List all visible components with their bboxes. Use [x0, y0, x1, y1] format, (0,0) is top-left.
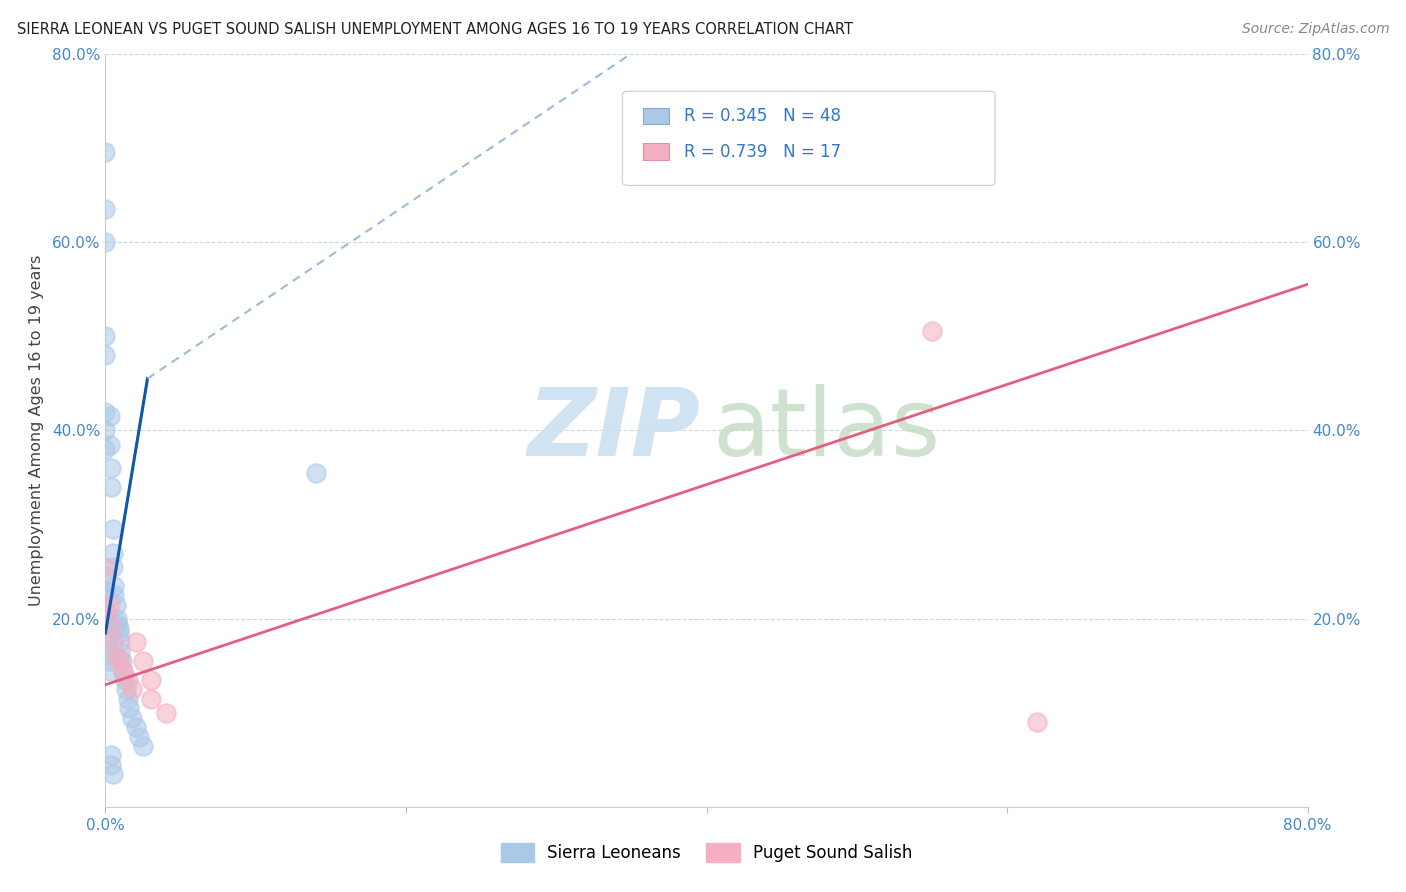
Point [98, 409, 121, 424]
Point [94, 235, 117, 249]
Point [94, 569, 117, 583]
Point [117, 692, 139, 706]
Point [94, 202, 117, 216]
Point [108, 621, 131, 635]
Point [107, 612, 129, 626]
Point [155, 706, 177, 720]
Point [132, 654, 155, 668]
Point [98, 437, 121, 451]
Point [107, 616, 129, 631]
Point [110, 645, 132, 659]
Text: ZIP: ZIP [527, 384, 700, 476]
FancyBboxPatch shape [623, 91, 995, 186]
Point [305, 466, 328, 480]
Point [94, 602, 117, 616]
Bar [643, 108, 669, 124]
Point [101, 546, 124, 560]
Point [110, 654, 132, 668]
Point [94, 145, 117, 160]
Point [98, 664, 121, 678]
Point [94, 404, 117, 418]
Point [97, 645, 120, 659]
Text: R = 0.739   N = 17: R = 0.739 N = 17 [683, 143, 841, 161]
Point [111, 654, 134, 668]
Point [112, 664, 135, 678]
Point [98, 598, 121, 612]
Point [101, 635, 124, 649]
Point [103, 579, 125, 593]
Legend: Sierra Leoneans, Puget Sound Salish: Sierra Leoneans, Puget Sound Salish [496, 838, 917, 867]
Point [100, 616, 122, 631]
Point [114, 673, 136, 687]
Point [94, 442, 117, 457]
Text: R = 0.345   N = 48: R = 0.345 N = 48 [683, 107, 841, 125]
Point [96, 616, 118, 631]
Point [94, 424, 117, 438]
Point [94, 348, 117, 362]
Point [98, 654, 121, 668]
Point [121, 711, 143, 725]
Point [107, 649, 129, 664]
Point [139, 692, 162, 706]
Point [94, 583, 117, 598]
Point [110, 635, 132, 649]
Text: atlas: atlas [713, 384, 941, 476]
Bar [643, 144, 669, 160]
Point [94, 329, 117, 343]
Point [96, 607, 118, 621]
Point [101, 767, 124, 781]
Point [101, 560, 124, 574]
Point [101, 522, 124, 536]
Point [100, 480, 122, 494]
Text: SIERRA LEONEAN VS PUGET SOUND SALISH UNEMPLOYMENT AMONG AGES 16 TO 19 YEARS CORR: SIERRA LEONEAN VS PUGET SOUND SALISH UNE… [17, 22, 853, 37]
Y-axis label: Unemployment Among Ages 16 to 19 years: Unemployment Among Ages 16 to 19 years [28, 255, 44, 606]
Point [100, 757, 122, 772]
Point [117, 673, 139, 687]
Point [124, 635, 146, 649]
Point [103, 588, 125, 602]
Point [139, 673, 162, 687]
Point [124, 720, 146, 734]
Point [128, 730, 150, 744]
Point [94, 602, 117, 616]
Point [97, 635, 120, 649]
Point [115, 682, 138, 697]
Point [94, 560, 117, 574]
Point [97, 626, 120, 640]
Point [921, 325, 943, 339]
Point [108, 626, 131, 640]
Point [100, 748, 122, 763]
Point [104, 598, 127, 612]
Point [112, 664, 135, 678]
Point [132, 739, 155, 753]
Point [118, 701, 141, 715]
Point [100, 461, 122, 475]
Text: Source: ZipAtlas.com: Source: ZipAtlas.com [1241, 22, 1389, 37]
Point [121, 682, 143, 697]
Point [1026, 715, 1049, 730]
